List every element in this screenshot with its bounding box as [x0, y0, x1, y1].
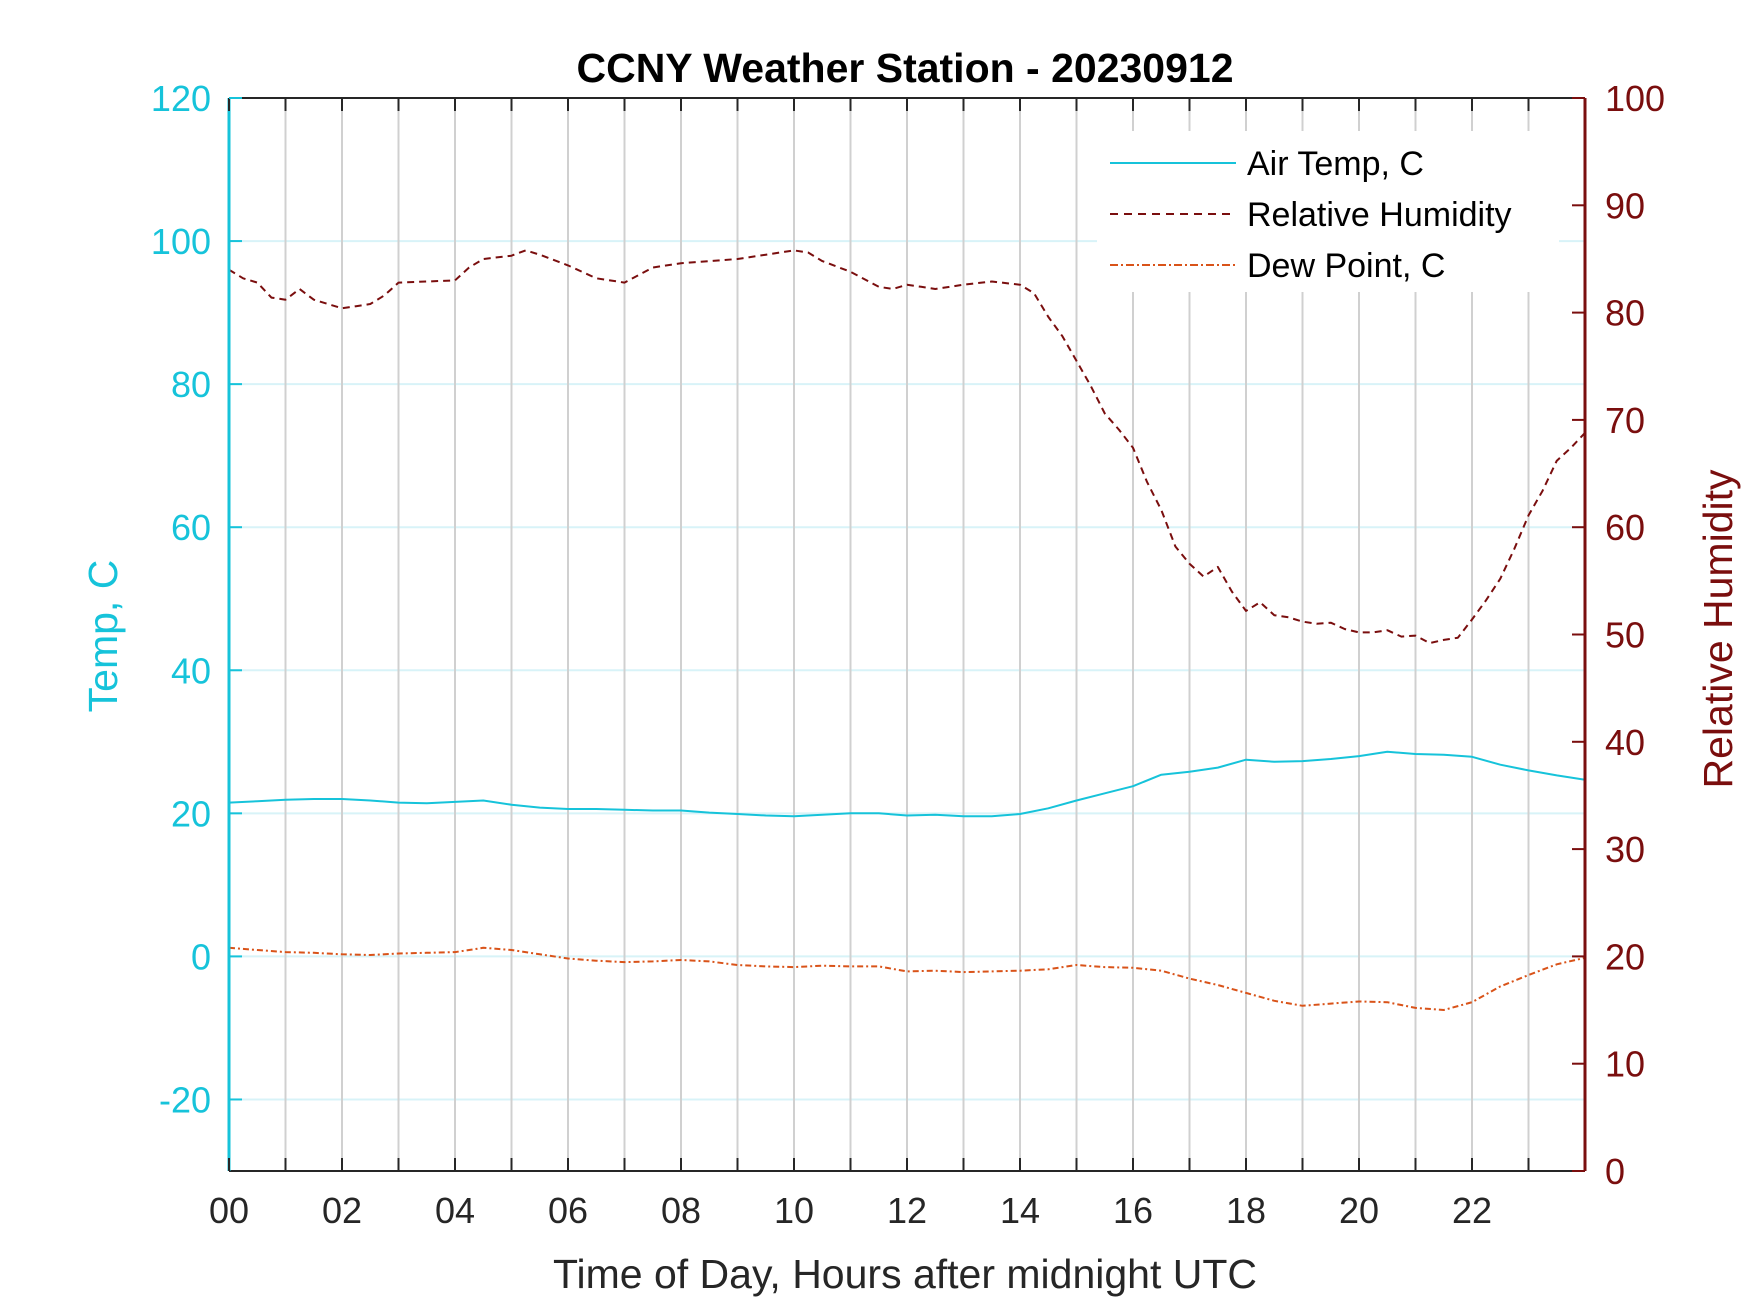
relative-humidity-line [228, 249, 1586, 645]
y-left-tick-label: 20 [171, 793, 211, 834]
legend-label-air-temp: Air Temp, C [1247, 145, 1424, 183]
y-left-tick-label: 80 [171, 364, 211, 405]
y-axis-right-label: Relative Humidity [1695, 469, 1741, 788]
legend-label-relative-humidity: Relative Humidity [1247, 196, 1512, 234]
y-right-tick-label: 10 [1605, 1044, 1645, 1085]
x-tick-label: 10 [774, 1190, 814, 1231]
x-tick-label: 22 [1452, 1190, 1492, 1231]
x-tick-label: 02 [322, 1190, 362, 1231]
x-axis-label: Time of Day, Hours after midnight UTC [553, 1251, 1257, 1297]
series-lines [228, 249, 1586, 1011]
air-temp-line [228, 750, 1586, 818]
y-right-tick-label: 70 [1605, 400, 1645, 441]
x-tick-label: 18 [1226, 1190, 1266, 1231]
y-left-tick-label: 0 [191, 936, 211, 977]
y-right-tick-label: 0 [1605, 1151, 1625, 1192]
legend-label-dew-point: Dew Point, C [1247, 247, 1445, 285]
y-left-tick-label: 100 [151, 221, 211, 262]
x-tick-label: 08 [661, 1190, 701, 1231]
x-tick-label: 20 [1339, 1190, 1379, 1231]
x-tick-label: 00 [209, 1190, 249, 1231]
x-tick-label: 06 [548, 1190, 588, 1231]
y-right-tick-label: 80 [1605, 293, 1645, 334]
axes [227, 97, 1587, 1172]
tick-labels: 00 02 04 06 08 10 12 14 16 18 20 22-200204060801001… [151, 78, 1665, 1231]
chart-title: CCNY Weather Station - 20230912 [576, 45, 1233, 91]
y-right-tick-label: 100 [1605, 78, 1665, 119]
y-right-tick-label: 50 [1605, 615, 1645, 656]
y-right-tick-label: 30 [1605, 829, 1645, 870]
x-tick-label: 12 [887, 1190, 927, 1231]
grid [229, 98, 1585, 1171]
dew-point-line [228, 946, 1586, 1011]
x-tick-label: 14 [1000, 1190, 1040, 1231]
y-left-tick-label: 120 [151, 78, 211, 119]
y-right-tick-label: 60 [1605, 507, 1645, 548]
y-right-tick-label: 40 [1605, 722, 1645, 763]
y-left-tick-label: 60 [171, 507, 211, 548]
y-right-tick-label: 20 [1605, 936, 1645, 977]
y-left-tick-label: 40 [171, 650, 211, 691]
legend: Air Temp, C Relative Humidity Dew Point,… [1097, 131, 1559, 292]
y-right-tick-label: 90 [1605, 185, 1645, 226]
x-tick-label: 04 [435, 1190, 475, 1231]
y-axis-left-label: Temp, C [80, 560, 126, 713]
x-tick-label: 16 [1113, 1190, 1153, 1231]
y-left-tick-label: -20 [159, 1079, 211, 1120]
